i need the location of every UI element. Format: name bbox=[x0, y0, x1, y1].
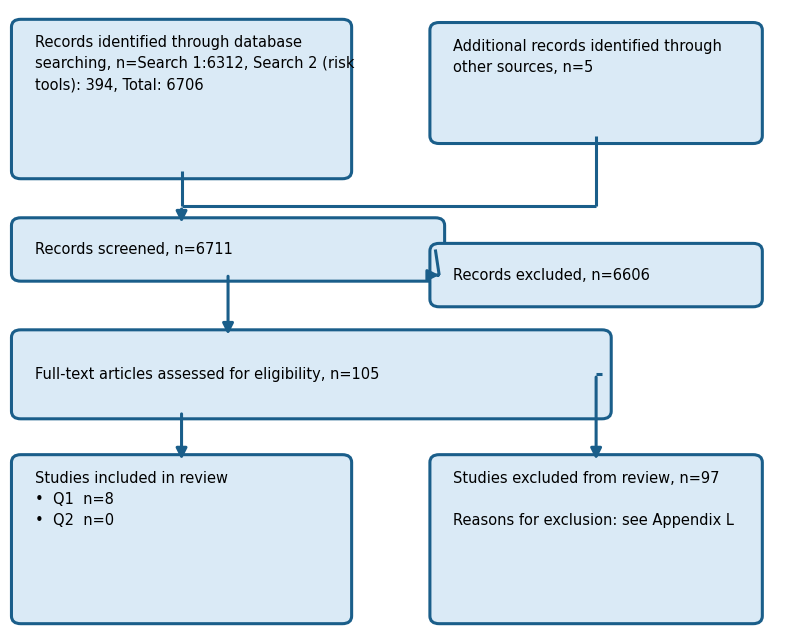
FancyBboxPatch shape bbox=[11, 19, 352, 179]
Text: Records excluded, n=6606: Records excluded, n=6606 bbox=[453, 267, 650, 282]
FancyBboxPatch shape bbox=[11, 455, 352, 624]
FancyBboxPatch shape bbox=[11, 330, 611, 419]
Text: Additional records identified through
other sources, n=5: Additional records identified through ot… bbox=[453, 39, 722, 75]
FancyBboxPatch shape bbox=[430, 23, 762, 143]
Text: Studies included in review
•  Q1  n=8
•  Q2  n=0: Studies included in review • Q1 n=8 • Q2… bbox=[34, 471, 228, 528]
FancyBboxPatch shape bbox=[11, 218, 445, 281]
FancyBboxPatch shape bbox=[430, 455, 762, 624]
Text: Records screened, n=6711: Records screened, n=6711 bbox=[34, 242, 233, 257]
Text: Full-text articles assessed for eligibility, n=105: Full-text articles assessed for eligibil… bbox=[34, 367, 379, 382]
Text: Records identified through database
searching, n=Search 1:6312, Search 2 (risk
t: Records identified through database sear… bbox=[34, 35, 354, 93]
FancyBboxPatch shape bbox=[430, 244, 762, 307]
Text: Studies excluded from review, n=97

Reasons for exclusion: see Appendix L: Studies excluded from review, n=97 Reaso… bbox=[453, 471, 734, 528]
